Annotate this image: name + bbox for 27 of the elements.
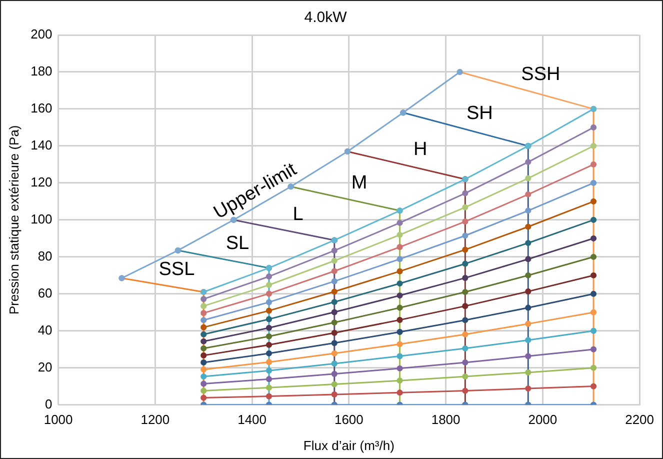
series-label: SH (466, 103, 493, 124)
y-tick-label: 20 (38, 359, 52, 374)
series-label: M (351, 172, 368, 194)
y-tick-label: 140 (30, 138, 52, 153)
series-label: SL (226, 232, 250, 254)
series-label: SSH (521, 64, 560, 86)
x-tick-label: 1400 (238, 412, 266, 428)
y-tick-label: 120 (30, 174, 52, 190)
x-tick-label: 1600 (334, 412, 364, 428)
series-label: H (413, 139, 428, 160)
y-tick-label: 80 (38, 248, 52, 264)
series-label: SSL (158, 258, 195, 280)
x-tick-label: 1000 (44, 412, 73, 428)
x-tick-label: 1800 (431, 412, 460, 428)
x-tick-label: 2200 (625, 412, 654, 428)
x-tick-label: 1200 (140, 412, 170, 428)
y-tick-label: 200 (30, 26, 52, 42)
x-axis-title: Flux d’air (m³/h) (303, 438, 394, 453)
y-axis-title: Pression statique extérieure (Pa) (6, 125, 22, 315)
x-tick-label: 2000 (528, 412, 558, 428)
y-tick-label: 180 (30, 64, 52, 79)
chart-title: 4.0kW (304, 9, 348, 26)
y-tick-label: 60 (38, 285, 52, 300)
y-tick-label: 40 (38, 322, 52, 338)
y-tick-label: 160 (30, 100, 52, 116)
y-tick-label: 100 (30, 211, 52, 226)
y-tick-label: 0 (45, 396, 52, 412)
